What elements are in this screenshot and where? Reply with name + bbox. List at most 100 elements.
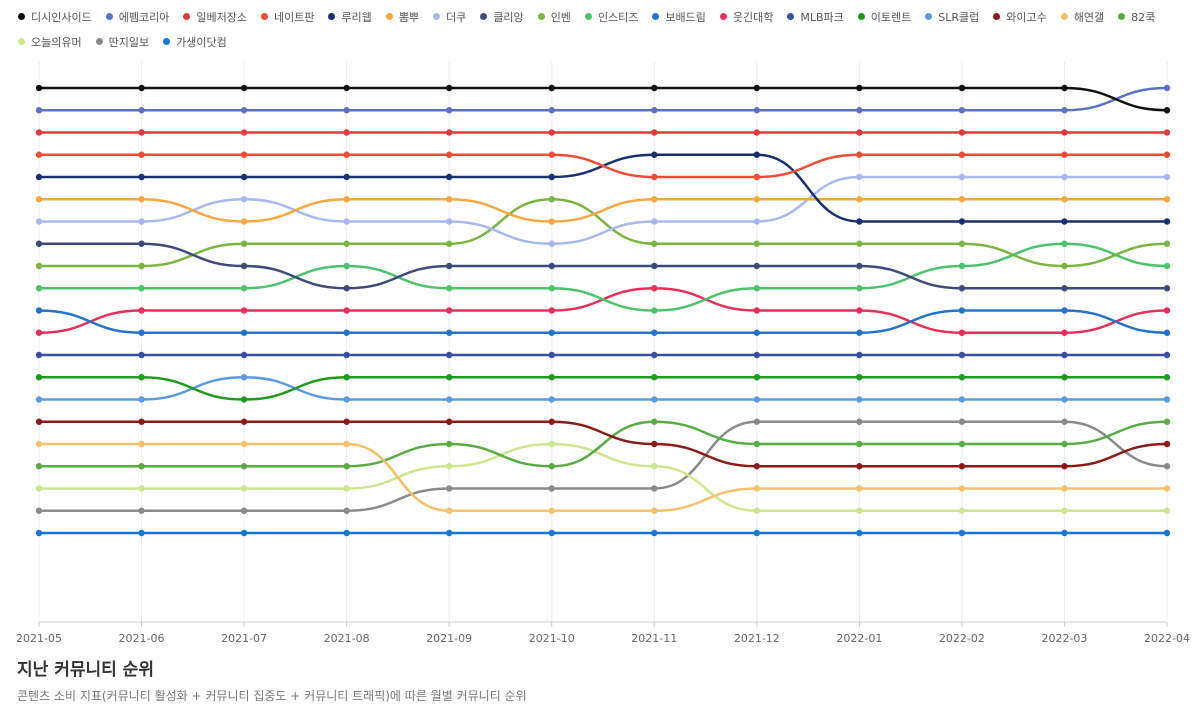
legend-item[interactable]: 에펨코리아 bbox=[105, 8, 169, 25]
legend-item[interactable]: 인스티즈 bbox=[584, 8, 638, 25]
data-point bbox=[138, 529, 145, 537]
data-point bbox=[343, 440, 350, 448]
legend-marker bbox=[183, 13, 191, 20]
data-point bbox=[1061, 151, 1068, 158]
data-point bbox=[240, 307, 248, 314]
legend-item[interactable]: 루리웹 bbox=[328, 8, 372, 25]
data-point bbox=[35, 440, 43, 448]
data-point bbox=[343, 418, 350, 425]
data-point bbox=[856, 240, 863, 247]
legend-item[interactable]: 웃긴대학 bbox=[719, 8, 773, 25]
data-point bbox=[35, 240, 43, 247]
data-point bbox=[138, 285, 145, 292]
data-point bbox=[958, 285, 966, 292]
legend-marker bbox=[385, 13, 393, 20]
series-group bbox=[35, 374, 1171, 403]
data-point bbox=[240, 107, 248, 114]
data-point bbox=[445, 418, 453, 425]
data-point bbox=[958, 173, 966, 181]
data-point bbox=[35, 151, 43, 158]
legend-item[interactable]: 일베저장소 bbox=[183, 8, 247, 25]
data-point bbox=[548, 218, 555, 225]
data-point bbox=[35, 485, 43, 492]
data-point bbox=[856, 463, 863, 470]
legend-marker bbox=[18, 38, 25, 45]
data-point bbox=[856, 485, 863, 492]
data-point bbox=[138, 218, 145, 225]
data-point bbox=[1163, 329, 1171, 336]
data-point bbox=[343, 374, 350, 381]
legend-item[interactable]: 가생이닷컴 bbox=[163, 33, 227, 50]
data-point bbox=[445, 107, 453, 114]
x-tick-label: 2021-09 bbox=[426, 632, 472, 645]
data-point bbox=[651, 329, 658, 336]
data-point bbox=[856, 84, 863, 92]
data-point bbox=[958, 396, 966, 403]
series-group bbox=[35, 196, 1171, 225]
data-point bbox=[445, 196, 453, 203]
data-point bbox=[35, 173, 43, 181]
series-group bbox=[35, 285, 1171, 336]
data-point bbox=[958, 151, 966, 158]
series-line bbox=[37, 86, 1169, 112]
legend-item[interactable]: 보배드림 bbox=[652, 8, 706, 25]
data-point bbox=[343, 151, 350, 158]
data-point bbox=[343, 129, 350, 136]
chart-legend: 디시인사이드 에펨코리아 일베저장소 네이트판 루리웹 뽐뿌 더쿠 클리앙 인벤 인스티즈 보배드림… bbox=[18, 8, 1194, 50]
data-point bbox=[138, 463, 145, 470]
legend-item[interactable]: 해연갤 bbox=[1060, 8, 1104, 25]
legend-item[interactable]: 뽐뿌 bbox=[385, 8, 419, 25]
data-point bbox=[1163, 307, 1171, 314]
data-point bbox=[343, 507, 350, 514]
legend-marker bbox=[95, 38, 103, 45]
legend-item[interactable]: 와이고수 bbox=[993, 8, 1047, 25]
data-point bbox=[753, 129, 761, 136]
data-point bbox=[240, 440, 248, 448]
data-point bbox=[138, 507, 145, 514]
legend-item[interactable]: 네이트판 bbox=[260, 8, 314, 25]
data-point bbox=[651, 440, 658, 448]
legend-item[interactable]: MLB파크 bbox=[787, 8, 844, 25]
legend-item[interactable]: 이토렌트 bbox=[857, 8, 911, 25]
data-point bbox=[445, 218, 453, 225]
data-point bbox=[651, 240, 658, 247]
data-point bbox=[958, 218, 966, 225]
data-point bbox=[138, 307, 145, 314]
data-point bbox=[1163, 218, 1171, 225]
data-point bbox=[651, 351, 658, 359]
data-point bbox=[651, 218, 658, 225]
data-point bbox=[753, 485, 761, 492]
legend-item[interactable]: SLR클럽 bbox=[925, 8, 979, 25]
legend-item[interactable]: 오늘의유머 bbox=[18, 33, 82, 50]
series-line bbox=[37, 242, 1169, 290]
legend-item[interactable]: 디시인사이드 bbox=[18, 8, 92, 25]
data-point bbox=[856, 374, 863, 381]
data-point bbox=[1061, 507, 1068, 514]
data-point bbox=[343, 240, 350, 247]
data-point bbox=[1061, 173, 1068, 181]
legend-item[interactable]: 인벤 bbox=[537, 8, 571, 25]
data-point bbox=[651, 285, 658, 292]
data-point bbox=[548, 196, 555, 203]
legend-item[interactable]: 딴지일보 bbox=[95, 33, 149, 50]
data-point bbox=[548, 329, 555, 336]
legend-label: 가생이닷컴 bbox=[176, 35, 227, 49]
x-tick-label: 2021-11 bbox=[631, 632, 677, 645]
legend-label: 루리웹 bbox=[341, 10, 372, 24]
data-point bbox=[343, 307, 350, 314]
x-tick-label: 2022-02 bbox=[939, 632, 985, 645]
series-line bbox=[37, 309, 1169, 334]
legend-item[interactable]: 82쿡 bbox=[1118, 8, 1155, 25]
data-point bbox=[958, 485, 966, 492]
data-point bbox=[35, 418, 43, 425]
data-point bbox=[548, 529, 555, 537]
data-point bbox=[548, 129, 555, 136]
legend-item[interactable]: 클리앙 bbox=[480, 8, 524, 25]
data-point bbox=[343, 218, 350, 225]
legend-item[interactable]: 더쿠 bbox=[433, 8, 466, 25]
data-point bbox=[958, 440, 966, 448]
data-point bbox=[240, 329, 248, 336]
series-group bbox=[35, 374, 1171, 403]
data-point bbox=[240, 240, 248, 247]
data-point bbox=[35, 463, 43, 470]
